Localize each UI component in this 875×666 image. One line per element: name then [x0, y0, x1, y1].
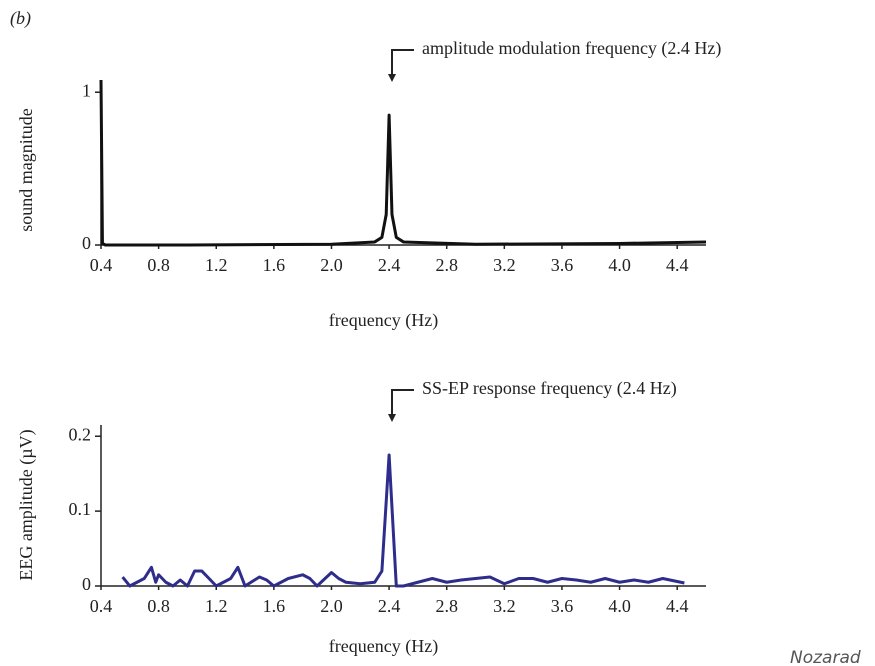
x-tick-label: 3.6	[551, 596, 574, 616]
x-axis-label: frequency (Hz)	[329, 636, 438, 657]
x-tick-label: 2.4	[378, 255, 401, 275]
annotation-arrowhead	[388, 74, 396, 82]
credit: Nozarad	[790, 648, 861, 666]
x-tick-label: 3.2	[493, 255, 516, 275]
x-tick-label: 2.4	[378, 596, 401, 616]
panel-label: (b)	[10, 8, 31, 29]
x-tick-label: 1.6	[263, 255, 286, 275]
annotation-arrowhead	[388, 414, 396, 422]
x-tick-label: 4.0	[608, 255, 631, 275]
x-tick-label: 2.0	[320, 255, 343, 275]
x-tick-label: 4.4	[666, 255, 689, 275]
x-tick-label: 3.2	[493, 596, 516, 616]
y-tick-label: 1	[82, 80, 91, 100]
annotation: amplitude modulation frequency (2.4 Hz)	[422, 38, 721, 59]
x-tick-label: 2.8	[435, 255, 458, 275]
x-tick-label: 3.6	[551, 255, 574, 275]
y-tick-label: 0.1	[69, 499, 92, 519]
annotation: SS-EP response frequency (2.4 Hz)	[422, 378, 677, 399]
x-tick-label: 2.0	[320, 596, 343, 616]
y-tick-label: 0	[82, 574, 91, 594]
x-tick-label: 0.8	[147, 596, 170, 616]
x-tick-label: 1.2	[205, 255, 228, 275]
y-tick-label: 0	[82, 233, 91, 253]
x-tick-label: 0.4	[90, 255, 113, 275]
x-tick-label: 1.6	[263, 596, 286, 616]
data-line	[99, 79, 707, 247]
x-tick-label: 2.8	[435, 596, 458, 616]
annotation-bracket	[391, 389, 414, 418]
y-axis-label: EEG amplitude (µV)	[16, 429, 37, 580]
x-tick-label: 4.4	[666, 596, 689, 616]
x-tick-label: 4.0	[608, 596, 631, 616]
x-tick-label: 0.8	[147, 255, 170, 275]
annotation-bracket	[391, 49, 414, 78]
y-tick-label: 0.2	[69, 424, 92, 444]
data-line	[121, 453, 685, 588]
x-axis-label: frequency (Hz)	[329, 310, 438, 331]
y-axis-label: sound magnitude	[16, 108, 36, 232]
x-tick-label: 0.4	[90, 596, 113, 616]
x-tick-label: 1.2	[205, 596, 228, 616]
